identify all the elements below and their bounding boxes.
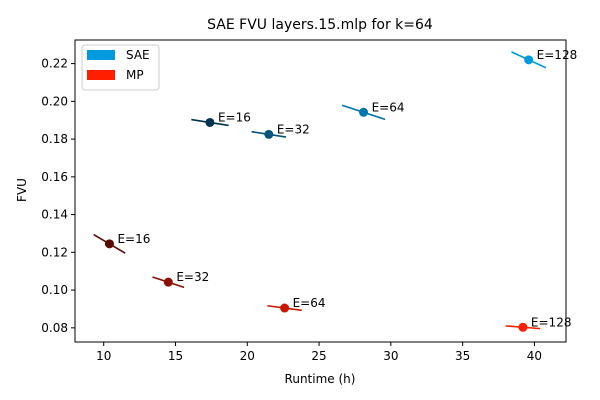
point-label: E=16 xyxy=(218,110,251,124)
y-tick-label: 0.16 xyxy=(41,170,68,184)
data-point xyxy=(264,129,274,139)
data-point xyxy=(524,55,534,65)
y-tick-label: 0.22 xyxy=(41,57,68,71)
x-tick-label: 40 xyxy=(527,349,542,363)
plot-area: E=16 E=32 E=64 E=128 E=16 E=32 E=64 E=128 xyxy=(93,48,577,332)
point-label: E=64 xyxy=(293,296,326,310)
plot-frame xyxy=(74,39,567,343)
point-label: E=128 xyxy=(531,315,572,329)
y-tick-label: 0.10 xyxy=(41,283,68,297)
data-point xyxy=(205,117,215,127)
point-label: E=32 xyxy=(277,122,310,136)
point-label: E=16 xyxy=(117,232,150,246)
y-tick-label: 0.12 xyxy=(41,245,68,259)
data-point xyxy=(104,239,114,249)
x-tick-label: 30 xyxy=(383,349,398,363)
series-mp: E=16 E=32 E=64 E=128 xyxy=(93,232,572,332)
y-tick-label: 0.08 xyxy=(41,321,68,335)
y-tick-label: 0.18 xyxy=(41,132,68,146)
legend-swatch xyxy=(87,70,115,80)
y-axis: 0.08 0.10 0.12 0.14 0.16 0.18 0.20 0.22 xyxy=(41,57,75,335)
data-point xyxy=(359,107,369,117)
x-tick-label: 10 xyxy=(96,349,111,363)
x-axis: 10 15 20 25 30 35 40 xyxy=(96,342,542,363)
series-sae: E=16 E=32 E=64 E=128 xyxy=(191,48,577,139)
x-tick-label: 20 xyxy=(240,349,255,363)
point-label: E=32 xyxy=(176,270,209,284)
legend-label: SAE xyxy=(126,48,150,62)
legend-swatch xyxy=(87,50,115,60)
data-point xyxy=(163,277,173,287)
data-point xyxy=(280,303,290,313)
y-tick-label: 0.20 xyxy=(41,94,68,108)
y-tick-label: 0.14 xyxy=(41,208,68,222)
y-axis-label: FVU xyxy=(15,178,29,202)
legend: SAE MP xyxy=(81,44,160,91)
x-axis-label: Runtime (h) xyxy=(285,372,356,386)
point-label: E=128 xyxy=(537,48,578,62)
chart-title: SAE FVU layers.15.mlp for k=64 xyxy=(207,17,433,33)
data-point xyxy=(518,322,528,332)
x-tick-label: 25 xyxy=(311,349,326,363)
x-tick-label: 15 xyxy=(168,349,183,363)
x-tick-label: 35 xyxy=(455,349,470,363)
legend-label: MP xyxy=(126,68,144,82)
point-label: E=64 xyxy=(372,100,405,114)
